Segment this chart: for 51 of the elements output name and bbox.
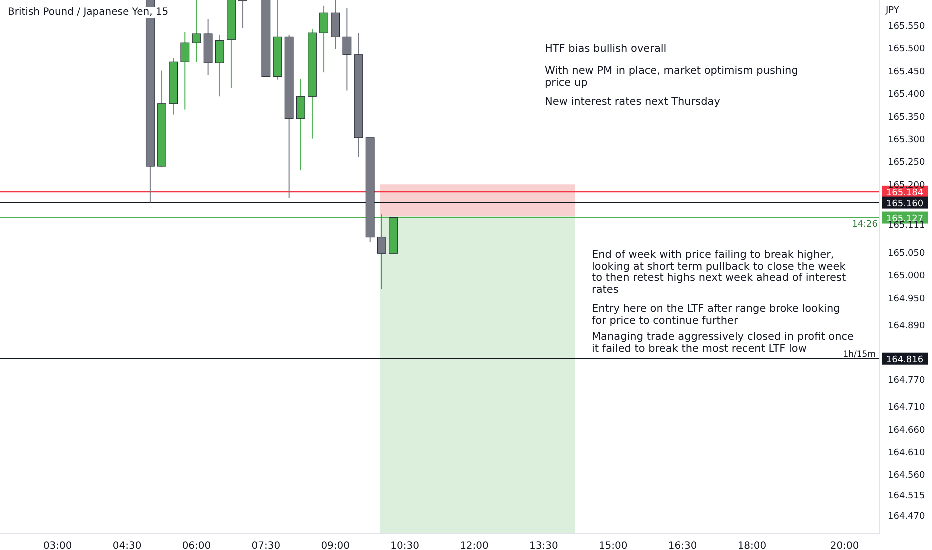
candlestick <box>180 32 190 110</box>
y-tick-label: 164.470 <box>888 512 926 522</box>
y-tick-label: 164.610 <box>888 448 926 459</box>
candlestick <box>238 0 248 29</box>
x-tick-label: 20:00 <box>830 541 860 550</box>
x-tick-label: 12:00 <box>460 541 489 550</box>
text: British Pound / Japanese Yen, 15 <box>6 7 171 18</box>
y-tick-label: 164.770 <box>888 376 926 386</box>
y-tick-label: 164.710 <box>888 403 926 414</box>
y-tick-label: 164.890 <box>888 321 926 332</box>
x-tick-label: 04:30 <box>112 541 142 550</box>
x-tick-label: 18:00 <box>738 541 767 550</box>
candlestick <box>377 214 386 290</box>
y-tick-label: 165.400 <box>888 90 926 100</box>
y-tick-label: 165.350 <box>888 112 926 123</box>
ref-line-label: 165.160 <box>886 199 924 210</box>
y-tick-label: 164.515 <box>888 492 926 502</box>
y-tick-label: 164.660 <box>888 426 926 436</box>
y-tick-label: 165.250 <box>888 158 926 168</box>
candlestick <box>192 0 202 63</box>
y-tick-label: 165.550 <box>888 22 926 32</box>
x-tick-label: 10:30 <box>390 541 420 550</box>
y-tick-label: 165.050 <box>888 248 926 259</box>
y-tick-label: 165.000 <box>888 272 926 282</box>
x-tick-label: 09:00 <box>321 541 350 550</box>
y-tick-label: 165.450 <box>888 67 926 78</box>
candlestick <box>342 8 352 92</box>
y-tick-label: 165.300 <box>888 135 926 146</box>
x-tick-label: 15:00 <box>598 541 628 550</box>
annotation: Entry here on the LTF after range broke looking for price to continue further <box>592 303 842 327</box>
y-tick-label: 165.111 <box>888 221 926 232</box>
x-tick-label: 13:30 <box>530 541 558 550</box>
annotation: End of week with price failing to break higher, looking at short term pullback to close the week to then retest highs next week ahead of interest rates <box>592 249 848 296</box>
candlestick <box>215 34 224 98</box>
candlestick <box>296 78 306 172</box>
annotation: With new PM in place, market optimism pushing price up <box>545 65 800 89</box>
x-tick-label: 07:30 <box>252 541 281 550</box>
x-tick-label: 16:30 <box>668 541 698 550</box>
y-tick-label: 164.950 <box>888 294 926 304</box>
x-tick-label: 06:00 <box>182 541 212 550</box>
annotation: New interest rates next Thursday <box>545 96 722 108</box>
y-tick-label: 165.500 <box>888 44 926 55</box>
y-tick-label: 164.560 <box>888 471 926 482</box>
annotation: 14:26 <box>851 220 878 230</box>
annotation: 1h/15m <box>842 350 876 360</box>
candlestick <box>320 5 329 74</box>
x-tick-label: 03:00 <box>43 541 72 550</box>
ref-line-label: 165.184 <box>886 188 924 198</box>
ref-line-label: 164.816 <box>886 355 924 366</box>
annotation: HTF bias bullish overall <box>545 43 668 56</box>
y-axis-title: JPY <box>886 6 900 16</box>
